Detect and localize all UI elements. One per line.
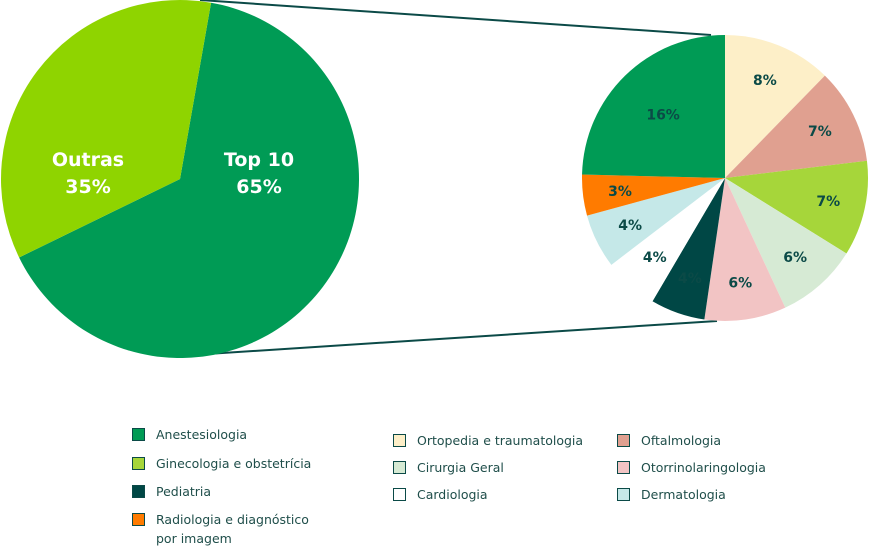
big-slice-value-top-10: 65% (236, 176, 281, 198)
slice-value-otorrinolaringologia: 6% (728, 276, 752, 292)
connector-lines (199, 0, 718, 355)
legend-swatch (617, 434, 630, 447)
legend-swatch (393, 434, 406, 447)
big-slice-value-outras: 35% (65, 176, 110, 198)
legend-label: Ginecologia e obstetrícia (156, 456, 312, 471)
legend-item-radiologia-e-diagnostico: Radiologia e diagnóstico por imagem (132, 510, 309, 548)
big-slice-label-top-10: Top 10 (224, 149, 294, 171)
slice-ginecologia-e-obstetricia (725, 160, 869, 254)
slice-cardiologia (611, 178, 725, 302)
slice-oftalmologia (725, 75, 867, 178)
legend-item-cardiologia: Cardiologia (393, 485, 488, 504)
slice-ortopedia-e-traumatologia (725, 35, 825, 178)
legend-label: Anestesiologia (156, 427, 248, 442)
legend-swatch (393, 488, 406, 501)
legend-item-cirurgia-geral: Cirurgia Geral (393, 458, 504, 477)
slice-value-ortopedia-e-traumatologia: 8% (753, 73, 777, 89)
slice-value-oftalmologia: 7% (808, 124, 832, 140)
legend-label: Otorrinolaringologia (641, 460, 766, 475)
slice-value-dermatologia: 4% (618, 218, 642, 234)
big-slice-label-outras: Outras (52, 149, 124, 171)
legend-swatch (617, 461, 630, 474)
slice-value-ginecologia-e-obstetricia: 7% (816, 194, 840, 210)
legend-swatch (617, 488, 630, 501)
legend-swatch (132, 485, 145, 498)
legend-item-otorrinolaringologia: Otorrinolaringologia (617, 458, 766, 477)
top10-breakdown-pie: 8%7%7%6%6%4%4%4%3%16% (581, 35, 869, 321)
legend-label: Cardiologia (417, 487, 488, 502)
big-slice-outras (1, 0, 212, 258)
slice-otorrinolaringologia (704, 178, 786, 321)
slice-value-cardiologia: 4% (643, 250, 667, 266)
slice-anestesiologia (582, 35, 725, 178)
legend-swatch (132, 428, 145, 441)
big-slice-top-10 (19, 2, 360, 359)
connector-line-top (199, 0, 712, 36)
legend-swatch (132, 457, 145, 470)
legend-label: Ortopedia e traumatologia (417, 433, 584, 448)
slice-value-cirurgia-geral: 6% (783, 250, 807, 266)
slice-value-pediatria: 4% (678, 271, 702, 287)
legend-label: Oftalmologia (641, 433, 722, 448)
legend-label: Dermatologia (641, 487, 726, 502)
legend-label: Radiologia e diagnóstico por imagem (156, 512, 309, 546)
legend-swatch (393, 461, 406, 474)
legend-item-dermatologia: Dermatologia (617, 485, 726, 504)
legend-item-ginecologia-e-obstetricia: Ginecologia e obstetrícia (132, 454, 311, 473)
slice-dermatologia (587, 178, 725, 265)
slice-radiologia-e-diagnostico (581, 174, 725, 216)
legend-item-ortopedia-e-traumatologia: Ortopedia e traumatologia (393, 431, 583, 450)
slice-pediatria (652, 178, 725, 320)
top10-vs-others-pie: Top 10 65% Outras 35% (1, 0, 360, 359)
legend-label: Cirurgia Geral (417, 460, 504, 475)
slice-value-radiologia-e-diagnostico: 3% (608, 184, 632, 200)
legend-item-oftalmologia: Oftalmologia (617, 431, 721, 450)
legend-label: Pediatria (156, 484, 212, 499)
slice-cirurgia-geral (725, 178, 847, 308)
legend-item-pediatria: Pediatria (132, 482, 211, 501)
legend-swatch (132, 513, 145, 526)
legend-item-anestesiologia: Anestesiologia (132, 425, 247, 444)
slice-value-anestesiologia: 16% (646, 108, 680, 124)
connector-line-bottom (206, 320, 718, 355)
